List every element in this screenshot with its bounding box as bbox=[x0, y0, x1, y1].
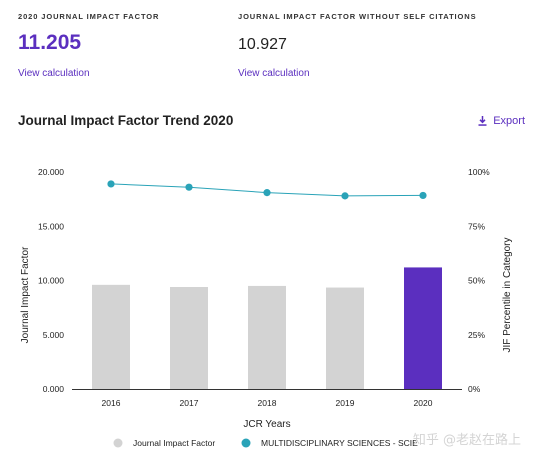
x-axis: 2016 2017 2018 2019 2020 bbox=[102, 398, 433, 408]
y-right-tick-label: 100% bbox=[468, 167, 490, 177]
y-right-tick-label: 25% bbox=[468, 330, 485, 340]
legend-label-category: MULTIDISCIPLINARY SCIENCES - SCIE bbox=[261, 438, 418, 448]
percentile-line-series bbox=[107, 180, 427, 200]
y-left-tick-label: 5.000 bbox=[43, 330, 65, 340]
y-left-tick-label: 10.000 bbox=[38, 276, 64, 286]
line-point-2020 bbox=[419, 191, 427, 200]
x-tick-label: 2018 bbox=[258, 398, 277, 408]
x-axis-title: JCR Years bbox=[243, 419, 290, 430]
x-tick-label: 2019 bbox=[336, 398, 355, 408]
jif-without-self-citations-label: JOURNAL IMPACT FACTOR WITHOUT SELF CITAT… bbox=[238, 12, 477, 21]
legend-swatch-jif bbox=[113, 438, 123, 448]
jif-label: 2020 JOURNAL IMPACT FACTOR bbox=[18, 12, 160, 21]
legend-item-jif[interactable]: Journal Impact Factor bbox=[113, 438, 216, 448]
bars bbox=[92, 267, 442, 389]
y-right-tick-label: 50% bbox=[468, 276, 485, 286]
y2-axis-title: JIF Percentile in Category bbox=[502, 237, 513, 352]
y-left-tick-label: 0.000 bbox=[43, 384, 65, 394]
bar-2017 bbox=[170, 287, 208, 389]
jif-trend-chart: 0.000 5.000 10.000 15.000 20.000 0% 25% 50% 75%… bbox=[20, 167, 513, 448]
jif-view-calculation-link[interactable]: View calculation bbox=[18, 68, 90, 79]
bar-2020 bbox=[404, 267, 442, 389]
x-tick-label: 2020 bbox=[414, 398, 433, 408]
chart-legend: Journal Impact Factor MULTIDISCIPLINARY … bbox=[113, 438, 419, 448]
jif-without-self-citations-value: 10.927 bbox=[238, 36, 287, 53]
legend-label-jif: Journal Impact Factor bbox=[133, 438, 215, 448]
y-left-tick-label: 15.000 bbox=[38, 221, 64, 231]
y-left-axis: 0.000 5.000 10.000 15.000 20.000 bbox=[38, 167, 64, 394]
line-point-2016 bbox=[107, 180, 115, 188]
download-icon bbox=[478, 116, 487, 126]
line-point-2017 bbox=[185, 183, 193, 191]
jif-without-self-citations-view-calculation-link[interactable]: View calculation bbox=[238, 68, 310, 79]
bar-2019 bbox=[326, 287, 364, 389]
y-right-tick-label: 0% bbox=[468, 384, 481, 394]
bar-2018 bbox=[248, 285, 286, 389]
y-right-tick-label: 75% bbox=[468, 221, 485, 231]
bar-2016 bbox=[92, 284, 130, 389]
watermark: 知乎 @老赵在路上 bbox=[412, 433, 521, 448]
jif-value: 11.205 bbox=[18, 31, 82, 54]
export-button[interactable]: Export bbox=[478, 115, 525, 127]
x-tick-label: 2017 bbox=[180, 398, 199, 408]
y-axis-title: Journal Impact Factor bbox=[20, 246, 31, 343]
export-label: Export bbox=[493, 115, 525, 127]
x-tick-label: 2016 bbox=[102, 398, 121, 408]
trend-title: Journal Impact Factor Trend 2020 bbox=[18, 113, 234, 128]
y-left-tick-label: 20.000 bbox=[38, 167, 64, 177]
legend-swatch-category bbox=[241, 438, 251, 448]
legend-item-category[interactable]: MULTIDISCIPLINARY SCIENCES - SCIE bbox=[241, 438, 419, 448]
line-point-2018 bbox=[263, 189, 271, 197]
y-right-axis: 0% 25% 50% 75% 100% bbox=[468, 167, 490, 394]
line-point-2019 bbox=[341, 192, 349, 200]
